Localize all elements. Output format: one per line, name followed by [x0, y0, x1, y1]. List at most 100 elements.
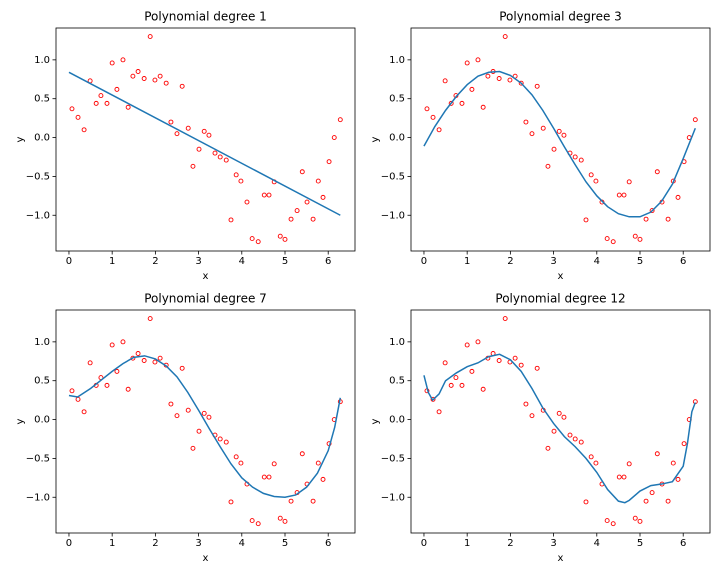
data-point [310, 216, 316, 222]
data-point [120, 57, 126, 63]
data-point [196, 428, 202, 434]
data-point [196, 146, 202, 152]
data-point [244, 199, 250, 205]
data-point [459, 100, 465, 106]
fit-line [68, 71, 341, 216]
data-point [206, 414, 212, 420]
data-point [233, 454, 239, 460]
data-point [320, 194, 326, 200]
data-point [551, 428, 557, 434]
data-point [616, 474, 622, 480]
x-axis-label: x [558, 553, 564, 564]
data-point [104, 100, 110, 106]
y-tick-label: −1.0 [381, 210, 405, 221]
data-point [277, 233, 283, 239]
axes-frame [410, 309, 711, 534]
x-tick-label: 0 [66, 538, 72, 549]
axes-frame [410, 27, 711, 252]
x-tick-label: 1 [109, 538, 115, 549]
data-point [578, 439, 584, 445]
data-point [261, 474, 267, 480]
data-point [299, 451, 305, 457]
x-tick-label: 3 [550, 538, 556, 549]
data-point [502, 34, 508, 39]
data-point [464, 60, 470, 66]
x-tick-label: 4 [239, 538, 245, 549]
data-point [81, 409, 87, 415]
data-point [643, 216, 649, 222]
data-point [98, 93, 104, 99]
data-point [430, 396, 436, 402]
subplot: Polynomial degree 1 0 1 2 3 4 5 6 −1.0 −0.5 0.0 0.5… [15, 10, 356, 282]
data-point [228, 217, 234, 223]
subplot: Polynomial degree 12 0 1 2 3 4 5 6 −1.0 −0.5 0.0 0.… [370, 292, 711, 564]
y-tick-label: 1.0 [34, 337, 50, 348]
data-point [75, 396, 81, 402]
data-point [130, 355, 136, 361]
data-point [523, 401, 529, 407]
data-point [120, 339, 126, 345]
data-point [588, 172, 594, 178]
data-point [299, 169, 305, 175]
x-tick-label: 2 [152, 538, 158, 549]
data-point [632, 515, 638, 521]
data-point [212, 150, 218, 156]
y-tick-label: −0.5 [381, 171, 405, 182]
data-point [593, 178, 599, 184]
data-point [163, 80, 169, 86]
x-tick-label: 0 [66, 256, 72, 267]
data-point [529, 131, 535, 137]
x-tick-label: 2 [507, 256, 513, 267]
data-point [152, 359, 158, 365]
data-point [534, 365, 540, 371]
data-point [616, 192, 622, 198]
chart-title: Polynomial degree 1 [144, 10, 267, 24]
data-point [125, 104, 131, 110]
data-point [637, 236, 643, 242]
data-point [217, 436, 223, 442]
x-tick-label: 5 [282, 538, 288, 549]
data-point [168, 119, 174, 125]
x-tick-label: 3 [550, 256, 556, 267]
data-point [174, 131, 180, 137]
data-point [238, 460, 244, 466]
data-point [201, 128, 207, 134]
data-point [174, 413, 180, 419]
data-point [331, 135, 337, 141]
data-point [104, 382, 110, 388]
data-point [593, 460, 599, 466]
data-point [610, 521, 616, 527]
data-point [567, 432, 573, 438]
y-axis-label: y [15, 136, 26, 142]
data-point [217, 154, 223, 160]
data-point [141, 76, 147, 81]
data-point [583, 217, 589, 223]
data-point [665, 216, 671, 222]
data-point [464, 342, 470, 348]
data-point [632, 233, 638, 239]
data-point [315, 460, 321, 466]
data-point [320, 476, 326, 482]
x-tick-label: 5 [637, 538, 643, 549]
data-point [436, 127, 442, 133]
data-point [424, 106, 430, 112]
data-point [621, 192, 627, 198]
data-point [266, 474, 272, 480]
axes-frame [55, 309, 356, 534]
data-point [168, 401, 174, 407]
y-tick-label: −1.0 [381, 492, 405, 503]
data-point [475, 339, 481, 345]
data-point [266, 192, 272, 198]
data-point [238, 178, 244, 184]
y-tick-label: −1.0 [26, 492, 50, 503]
y-axis-label: y [370, 418, 381, 424]
data-point [518, 362, 524, 368]
data-point [109, 60, 115, 66]
data-point [201, 410, 207, 416]
data-point [69, 106, 75, 112]
y-tick-label: 0.5 [34, 94, 50, 105]
y-axis-label: y [15, 418, 26, 424]
data-point [442, 360, 448, 366]
x-tick-label: 2 [507, 538, 513, 549]
